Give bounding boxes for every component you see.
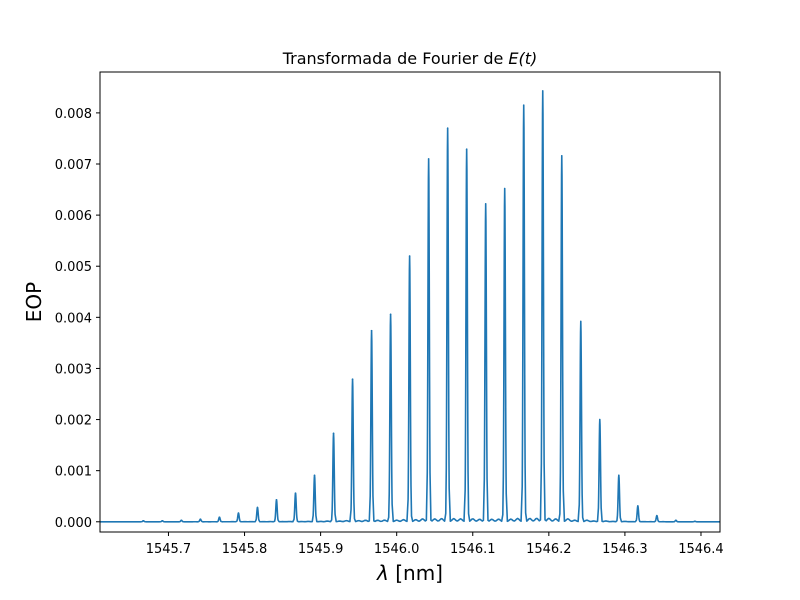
x-tick-label: 1545.9 [298, 542, 344, 557]
peak-point [522, 104, 525, 107]
y-tick-label: 0.006 [55, 209, 92, 224]
peak-point [275, 499, 278, 501]
peak-point [142, 519, 145, 522]
peak-point [180, 519, 183, 522]
peak-point [427, 158, 430, 160]
y-tick-label: 0.000 [55, 516, 92, 531]
x-tick-label: 1546.4 [678, 542, 724, 557]
peak-point [408, 255, 411, 257]
x-axis-label: λ [nm] [376, 561, 443, 585]
x-tick-label: 1545.7 [146, 542, 192, 557]
y-tick-label: 0.002 [55, 414, 92, 429]
peak-point [332, 432, 335, 435]
peak-point [218, 516, 221, 518]
peak-point [313, 474, 316, 477]
peak-marks [142, 90, 696, 523]
peak-point [618, 474, 620, 477]
peak-point [237, 512, 240, 514]
y-tick-label: 0.005 [55, 260, 92, 275]
y-axis-label: EOP [22, 282, 46, 322]
peak-point [503, 187, 506, 190]
peak-point [389, 313, 392, 316]
y-tick-label: 0.008 [55, 107, 92, 122]
x-axis-ticks: 1545.7 1545.8 1545.9 1546.0 1546.1 1546.2 1546… [146, 532, 724, 557]
peak-point [656, 514, 658, 517]
x-tick-label: 1546.1 [450, 542, 496, 557]
peak-point [694, 520, 696, 523]
peak-point [579, 320, 582, 323]
y-tick-label: 0.007 [55, 158, 92, 173]
y-tick-label: 0.001 [55, 465, 92, 480]
peak-point [446, 127, 449, 130]
y-tick-label: 0.004 [55, 311, 92, 326]
peak-point [161, 519, 164, 522]
series-group [100, 90, 720, 523]
peak-point [199, 518, 202, 521]
plot-frame [99, 71, 721, 533]
peak-point [637, 505, 639, 507]
y-tick-label: 0.003 [55, 362, 92, 377]
plot-area [99, 71, 721, 533]
chart-title: Transformada de Fourier de E(t) [282, 49, 538, 68]
x-tick-label: 1546.0 [374, 542, 420, 557]
peak-point [541, 90, 544, 92]
peak-point [370, 329, 373, 332]
peak-point [256, 506, 259, 509]
x-tick-label: 1546.2 [526, 542, 572, 557]
x-tick-label: 1545.8 [222, 542, 268, 557]
peak-point [465, 148, 468, 150]
peak-point [560, 155, 563, 157]
peak-point [351, 378, 354, 380]
x-tick-label: 1546.3 [602, 542, 648, 557]
peak-point [675, 519, 677, 522]
series-line [100, 90, 720, 523]
peak-point [599, 418, 601, 421]
peak-point [484, 203, 487, 205]
y-axis-ticks: 0.000 0.001 0.002 0.003 0.004 0.005 0.006 0.007… [55, 107, 100, 531]
peak-point [294, 492, 297, 494]
